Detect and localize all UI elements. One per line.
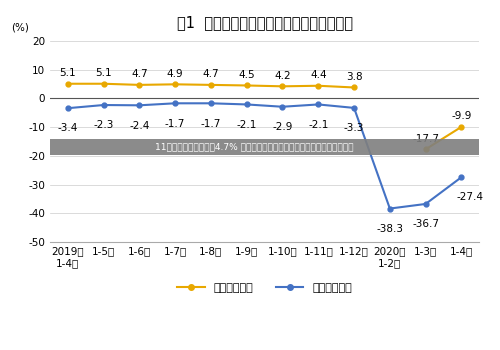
Text: 5.1: 5.1 [95, 68, 112, 78]
Text: -2.3: -2.3 [94, 120, 114, 130]
Text: 3.8: 3.8 [346, 72, 362, 82]
Text: -2.1: -2.1 [308, 120, 328, 130]
Text: 4.4: 4.4 [310, 70, 326, 80]
Text: 4.7: 4.7 [131, 69, 148, 79]
Text: -17.7: -17.7 [412, 134, 439, 144]
Text: 4.7: 4.7 [202, 69, 219, 79]
Text: 5.1: 5.1 [60, 68, 76, 78]
Text: 11月工业企业利润下降4.7% 于卫宁解读：降幅继续收窄，效益状况有所改善: 11月工业企业利润下降4.7% 于卫宁解读：降幅继续收窄，效益状况有所改善 [154, 143, 353, 152]
Text: -36.7: -36.7 [412, 219, 439, 229]
Text: -27.4: -27.4 [456, 193, 483, 203]
Text: -2.9: -2.9 [272, 122, 292, 132]
Text: -1.7: -1.7 [165, 119, 186, 128]
Title: 图1  各月累计营业收入与利润总额同比增速: 图1 各月累计营业收入与利润总额同比增速 [176, 15, 352, 30]
Text: 4.2: 4.2 [274, 71, 291, 81]
Text: -9.9: -9.9 [451, 111, 471, 121]
Text: (%): (%) [11, 23, 29, 33]
Bar [50, 139, 480, 155]
Text: -2.4: -2.4 [129, 121, 150, 131]
Text: -2.1: -2.1 [236, 120, 257, 130]
Text: -3.3: -3.3 [344, 123, 364, 133]
Text: 4.5: 4.5 [238, 70, 255, 80]
Text: -1.7: -1.7 [200, 119, 221, 128]
Legend: 营业收入增速, 利润总额增速: 营业收入增速, 利润总额增速 [172, 278, 356, 297]
Text: 4.9: 4.9 [167, 69, 184, 79]
Text: -38.3: -38.3 [376, 224, 404, 234]
Text: -3.4: -3.4 [58, 124, 78, 133]
